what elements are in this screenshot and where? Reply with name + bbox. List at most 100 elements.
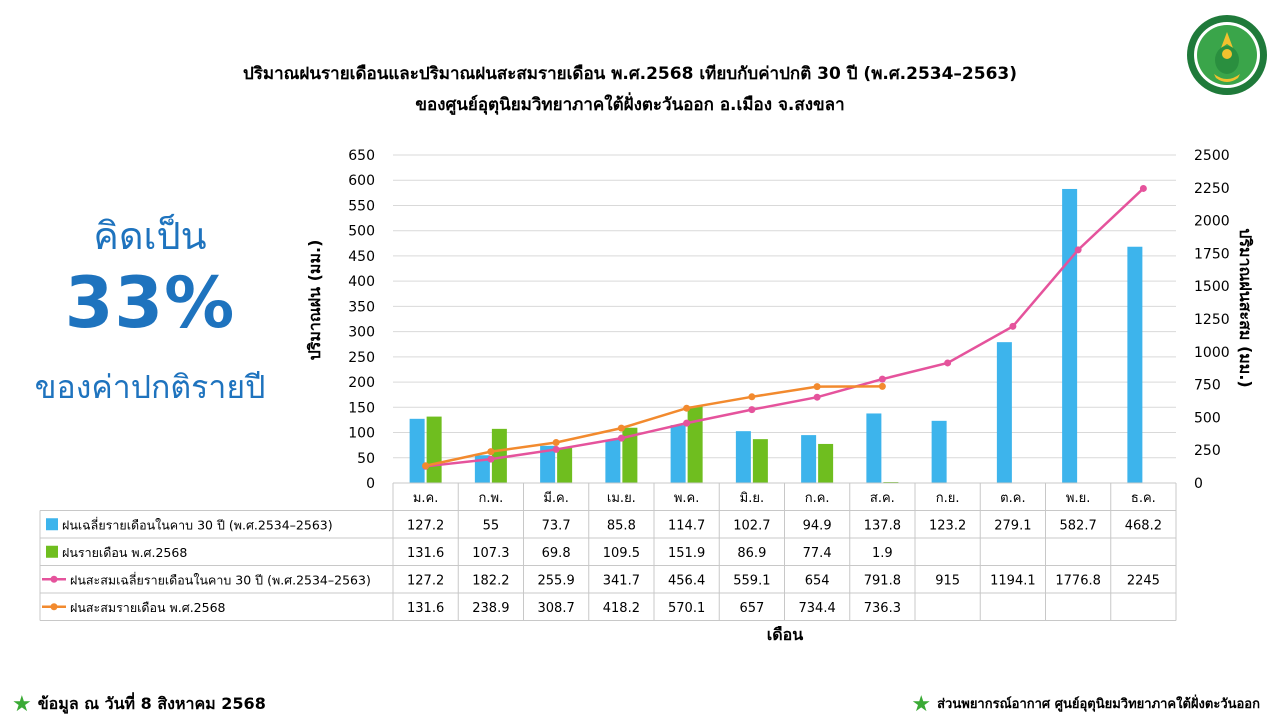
y-axis-label: ปริมาณฝน (มม.)	[305, 240, 324, 361]
star-icon: ★	[911, 692, 932, 717]
bar-normal	[1062, 188, 1078, 483]
data-label: 114.7	[668, 518, 705, 533]
data-label: 2245	[1127, 573, 1160, 588]
y2-tick-label: 2250	[1194, 181, 1230, 197]
x-tick-label: มิ.ย.	[740, 491, 764, 506]
y2-tick-label: 250	[1194, 443, 1221, 459]
data-label: 654	[805, 573, 830, 588]
data-date-footer: ★ ข้อมูล ณ วันที่ 8 สิงหาคม 2568	[12, 692, 266, 717]
line-point	[1139, 184, 1147, 192]
y-tick-label: 250	[348, 350, 375, 366]
y-tick-label: 450	[348, 249, 375, 265]
bar-2568	[818, 443, 834, 483]
line-point	[422, 462, 430, 470]
y2-tick-label: 1250	[1194, 312, 1230, 328]
data-label: 915	[935, 573, 960, 588]
x-tick-label: ต.ค.	[1000, 491, 1025, 506]
line-point	[878, 382, 886, 390]
y-tick-label: 350	[348, 299, 375, 315]
data-label: 182.2	[472, 573, 509, 588]
y2-tick-label: 2000	[1194, 214, 1230, 230]
data-label: 102.7	[733, 518, 770, 533]
bar-normal	[735, 431, 751, 483]
data-label: 69.8	[542, 546, 571, 561]
y-tick-label: 600	[348, 173, 375, 189]
bar-normal	[996, 342, 1012, 483]
y-tick-label: 150	[348, 400, 375, 416]
line-point	[1074, 246, 1082, 254]
data-label: 456.4	[668, 573, 705, 588]
bar-2568	[622, 427, 638, 483]
data-label: 1776.8	[1055, 573, 1101, 588]
data-label: 657	[739, 601, 764, 616]
data-label: 86.9	[737, 546, 766, 561]
tmd-logo-icon	[1187, 15, 1267, 95]
data-label: 341.7	[603, 573, 640, 588]
line-point	[813, 393, 821, 401]
data-label: 1194.1	[990, 573, 1036, 588]
y-tick-label: 50	[357, 451, 375, 467]
legend-swatch-marker	[50, 603, 58, 611]
data-label: 85.8	[607, 518, 636, 533]
legend-swatch	[46, 545, 58, 558]
x-tick-label: พ.ค.	[674, 491, 700, 506]
line-point	[617, 424, 625, 432]
star-icon: ★	[12, 692, 32, 717]
data-label: 73.7	[542, 518, 571, 533]
data-label: 255.9	[538, 573, 575, 588]
data-label: 468.2	[1125, 518, 1162, 533]
x-tick-label: ก.ย.	[936, 491, 960, 506]
y-tick-label: 650	[348, 148, 375, 164]
data-label: 308.7	[538, 601, 575, 616]
data-label: 418.2	[603, 601, 640, 616]
y2-tick-label: 1750	[1194, 246, 1230, 262]
line-point	[1009, 322, 1017, 330]
bar-normal	[474, 455, 490, 483]
data-label: 736.3	[864, 601, 901, 616]
series-line-2568-cumulative	[425, 385, 883, 467]
legend-entry: ฝนสะสมรายเดือน พ.ศ.2568	[70, 600, 226, 615]
bar-normal	[931, 420, 947, 483]
data-label: 151.9	[668, 546, 705, 561]
bar-2568	[426, 416, 442, 483]
y2-tick-label: 500	[1194, 410, 1221, 426]
bar-normal	[866, 413, 882, 483]
line-point	[813, 383, 821, 391]
line-point	[487, 448, 495, 456]
chart-title-line2: ของศูนย์อุตุนิยมวิทยาภาคใต้ฝั่งตะวันออก …	[415, 95, 845, 115]
line-point	[552, 445, 560, 453]
data-date-text: ข้อมูล ณ วันที่ 8 สิงหาคม 2568	[37, 694, 266, 713]
bar-normal	[540, 445, 556, 483]
line-point	[683, 404, 691, 412]
bar-2568	[752, 439, 768, 483]
bar-2568	[687, 406, 703, 483]
x-axis-label: เดือน	[767, 625, 803, 644]
line-point	[944, 359, 952, 367]
y-tick-label: 400	[348, 274, 375, 290]
bar-normal	[1127, 246, 1143, 483]
bar-normal	[670, 425, 686, 483]
line-point	[617, 434, 625, 442]
data-label: 279.1	[994, 518, 1031, 533]
series-line-normal-cumulative	[425, 187, 1145, 468]
data-label: 127.2	[407, 573, 444, 588]
y-tick-label: 200	[348, 375, 375, 391]
legend-swatch	[46, 518, 58, 531]
percent-caption-top: คิดเป็น	[93, 214, 207, 258]
bar-normal	[409, 418, 425, 483]
y2-tick-label: 750	[1194, 378, 1221, 394]
bar-2568	[557, 447, 573, 483]
legend-entry: ฝนเฉลี่ยรายเดือนในคาบ 30 ปี (พ.ศ.2534–25…	[62, 516, 333, 532]
y-tick-label: 500	[348, 224, 375, 240]
bar-normal	[605, 439, 621, 483]
x-tick-label: ส.ค.	[870, 491, 895, 506]
x-tick-label: ก.ค.	[805, 491, 830, 506]
y-tick-label: 300	[348, 325, 375, 341]
data-label: 55	[483, 518, 500, 533]
x-tick-label: พ.ย.	[1066, 491, 1090, 506]
data-label: 570.1	[668, 601, 705, 616]
y-tick-label: 100	[348, 426, 375, 442]
data-label: 109.5	[603, 546, 640, 561]
y-tick-label: 0	[366, 476, 375, 492]
